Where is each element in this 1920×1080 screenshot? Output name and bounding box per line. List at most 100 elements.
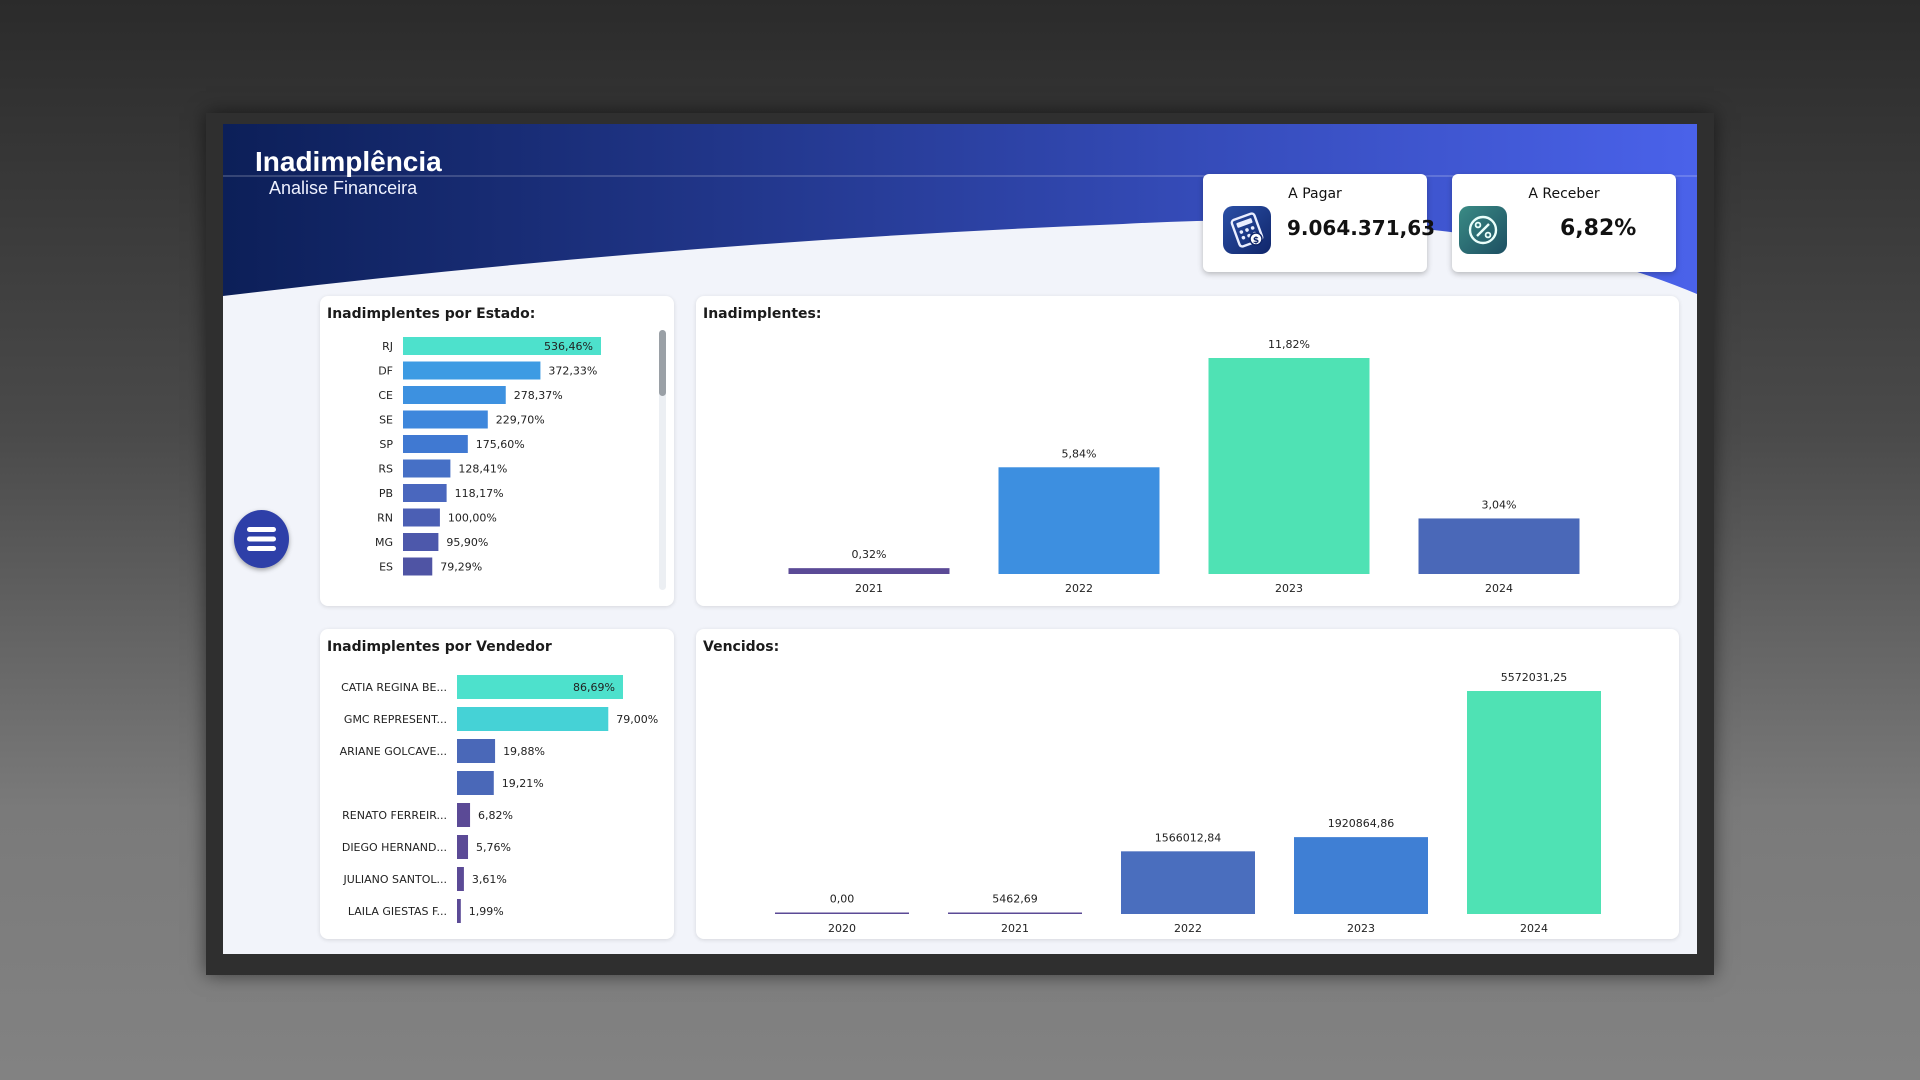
bar-data-label: 11,82%: [1268, 338, 1310, 351]
page-subtitle: Analise Financeira: [269, 178, 418, 198]
bar-category-label: GMC REPRESENT...: [344, 713, 447, 726]
hamburger-menu-icon: [247, 527, 276, 551]
bar: [457, 771, 494, 795]
kpi-a-receber-label: A Receber: [1528, 186, 1600, 202]
calculator-icon: $: [1223, 206, 1271, 254]
percent-icon: [1459, 206, 1507, 254]
bar-data-label: 1566012,84: [1155, 831, 1221, 844]
bar-data-label: 19,88%: [503, 745, 545, 758]
bar-data-label: 5572031,25: [1501, 671, 1567, 684]
x-tick-label: 2021: [1001, 922, 1029, 935]
bar: [457, 803, 471, 827]
bar-data-label: 175,60%: [476, 438, 525, 451]
bar: [1467, 691, 1601, 914]
chart-vendedor: CATIA REGINA BE... 86,69% GMC REPRESENT...…: [340, 675, 658, 923]
dashboard-screen: Inadimplência Analise Financeira A Pagar…: [223, 124, 1697, 954]
bar: [403, 533, 439, 551]
bar: [403, 361, 541, 380]
page-title: Inadimplência: [255, 146, 442, 177]
svg-text:$: $: [1253, 236, 1259, 246]
bar: [403, 459, 451, 478]
scrollbar-thumb[interactable]: [659, 330, 666, 396]
bar-category-label: ARIANE GOLCAVE...: [340, 745, 447, 758]
bar: [403, 386, 506, 404]
bar: [457, 675, 623, 699]
bar-data-label: 5,84%: [1062, 447, 1097, 460]
bar-data-label: 3,04%: [1482, 498, 1517, 511]
bar-data-label: 0,32%: [852, 548, 887, 561]
x-tick-label: 2023: [1275, 582, 1303, 595]
bar: [403, 337, 601, 355]
bar: [457, 867, 464, 891]
bar-category-label: LAILA GIESTAS F...: [348, 905, 447, 918]
bar-category-label: DIEGO HERNAND...: [342, 841, 447, 854]
bar-data-label: 3,61%: [472, 873, 507, 886]
x-tick-label: 2023: [1347, 922, 1375, 935]
bar: [998, 467, 1160, 574]
bar-data-label: 1920864,86: [1328, 817, 1394, 830]
bar: [1208, 358, 1370, 574]
bar: [775, 912, 909, 914]
bar: [403, 435, 468, 453]
menu-button[interactable]: [234, 510, 289, 568]
bar: [457, 835, 469, 859]
kpi-a-receber-value: 6,82%: [1560, 216, 1637, 241]
bar-category-label: DF: [378, 365, 393, 378]
bar-data-label: 19,21%: [502, 777, 544, 790]
x-tick-label: 2021: [855, 582, 883, 595]
x-tick-label: 2022: [1174, 922, 1202, 935]
header-banner: [223, 124, 1697, 296]
card-vendedor-title: Inadimplentes por Vendedor: [327, 639, 552, 655]
bar-data-label: 5,76%: [476, 841, 511, 854]
card-vencidos-title: Vencidos:: [703, 639, 780, 655]
bar-category-label: CE: [378, 389, 393, 402]
bar: [1418, 518, 1580, 574]
kpi-a-pagar: A Pagar $ 9.064.371,63: [1203, 174, 1435, 272]
bar-data-label: 536,46%: [544, 340, 593, 353]
card-inadimplentes-vendedor: Inadimplentes por Vendedor CATIA REGINA …: [320, 629, 674, 939]
card-anos-title: Inadimplentes:: [703, 306, 822, 322]
bar-category-label: ES: [379, 561, 393, 574]
bar-data-label: 128,41%: [458, 463, 507, 476]
bar-category-label: RJ: [382, 340, 393, 353]
bar: [788, 568, 950, 574]
card-inadimplentes-estado: Inadimplentes por Estado: RJ 536,46% DF 372…: [320, 296, 674, 606]
bar-category-label: SP: [379, 438, 393, 451]
bar: [403, 557, 433, 576]
bar-category-label: PB: [379, 487, 393, 500]
card-estado-title: Inadimplentes por Estado:: [327, 306, 536, 322]
bar-data-label: 6,82%: [478, 809, 513, 822]
bar-data-label: 100,00%: [448, 512, 497, 525]
bar-category-label: JULIANO SANTOL...: [342, 873, 447, 886]
bar-data-label: 0,00: [830, 893, 855, 906]
bar: [457, 899, 461, 923]
bar: [403, 484, 447, 502]
bar: [403, 410, 488, 429]
kpi-a-pagar-label: A Pagar: [1288, 186, 1342, 202]
bar-data-label: 86,69%: [573, 681, 615, 694]
x-tick-label: 2024: [1485, 582, 1513, 595]
bar-category-label: CATIA REGINA BE...: [341, 681, 447, 694]
chart-anos: 0,32% 2021 5,84% 2022 11,82% 2023 3,04% 2024: [788, 338, 1580, 595]
chart-estado: RJ 536,46% DF 372,33% CE 278,37% SE 229,70% SP 17…: [375, 337, 601, 576]
bar-data-label: 372,33%: [548, 365, 597, 378]
bar-data-label: 5462,69: [992, 893, 1038, 906]
bar-category-label: RENATO FERREIR...: [342, 809, 447, 822]
chart-vencidos: 0,00 2020 5462,69 2021 1566012,84 2022 1920864…: [775, 671, 1601, 935]
bar-data-label: 95,90%: [446, 536, 488, 549]
bar: [457, 707, 609, 731]
bar-category-label: MG: [375, 536, 393, 549]
bar-data-label: 278,37%: [514, 389, 563, 402]
bar-category-label: RS: [378, 463, 393, 476]
bar-category-label: RN: [377, 512, 393, 525]
card-inadimplentes-anos: Inadimplentes: 0,32% 2021 5,84% 2022 11,82% 2…: [696, 296, 1679, 606]
x-tick-label: 2020: [828, 922, 856, 935]
bar-data-label: 79,00%: [616, 713, 658, 726]
bar-data-label: 118,17%: [455, 487, 504, 500]
bar: [457, 739, 496, 763]
card-vencidos: Vencidos: 0,00 2020 5462,69 2021 1566012,84 2…: [696, 629, 1679, 939]
scrollbar[interactable]: [659, 330, 666, 590]
kpi-a-receber: A Receber 6,82%: [1452, 174, 1676, 272]
bar-data-label: 1,99%: [469, 905, 504, 918]
bar-data-label: 79,29%: [440, 561, 482, 574]
